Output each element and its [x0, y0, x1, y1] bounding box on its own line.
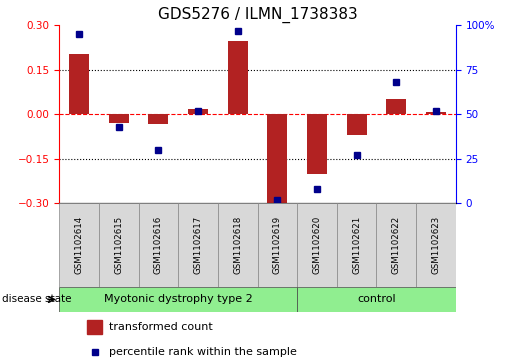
Bar [148, 114, 168, 124]
Bar [386, 99, 406, 114]
Text: GSM1102617: GSM1102617 [194, 216, 202, 274]
Bar [228, 41, 248, 114]
FancyBboxPatch shape [178, 203, 218, 287]
FancyBboxPatch shape [376, 203, 416, 287]
Text: GSM1102615: GSM1102615 [114, 216, 123, 274]
Bar [307, 114, 327, 174]
Bar [69, 54, 89, 114]
Text: percentile rank within the sample: percentile rank within the sample [109, 347, 297, 357]
Text: Myotonic dystrophy type 2: Myotonic dystrophy type 2 [104, 294, 252, 305]
Text: transformed count: transformed count [109, 322, 213, 332]
Bar [347, 114, 367, 135]
FancyBboxPatch shape [297, 203, 337, 287]
FancyBboxPatch shape [59, 203, 99, 287]
Text: GSM1102622: GSM1102622 [392, 216, 401, 274]
Bar [267, 114, 287, 203]
Text: GSM1102614: GSM1102614 [75, 216, 83, 274]
FancyBboxPatch shape [416, 203, 456, 287]
Text: GSM1102616: GSM1102616 [154, 216, 163, 274]
Text: GSM1102618: GSM1102618 [233, 216, 242, 274]
Text: GSM1102623: GSM1102623 [432, 216, 440, 274]
Bar [109, 114, 129, 123]
Text: GSM1102619: GSM1102619 [273, 216, 282, 274]
FancyBboxPatch shape [258, 203, 297, 287]
Text: control: control [357, 294, 396, 305]
Text: GSM1102620: GSM1102620 [313, 216, 321, 274]
FancyBboxPatch shape [99, 203, 139, 287]
FancyBboxPatch shape [139, 203, 178, 287]
FancyBboxPatch shape [297, 287, 456, 312]
Text: GSM1102621: GSM1102621 [352, 216, 361, 274]
Bar [426, 112, 446, 114]
FancyBboxPatch shape [218, 203, 258, 287]
Title: GDS5276 / ILMN_1738383: GDS5276 / ILMN_1738383 [158, 7, 357, 23]
FancyBboxPatch shape [337, 203, 376, 287]
Text: disease state: disease state [2, 294, 71, 305]
Bar [87, 320, 102, 334]
Bar [188, 109, 208, 114]
FancyBboxPatch shape [59, 287, 297, 312]
